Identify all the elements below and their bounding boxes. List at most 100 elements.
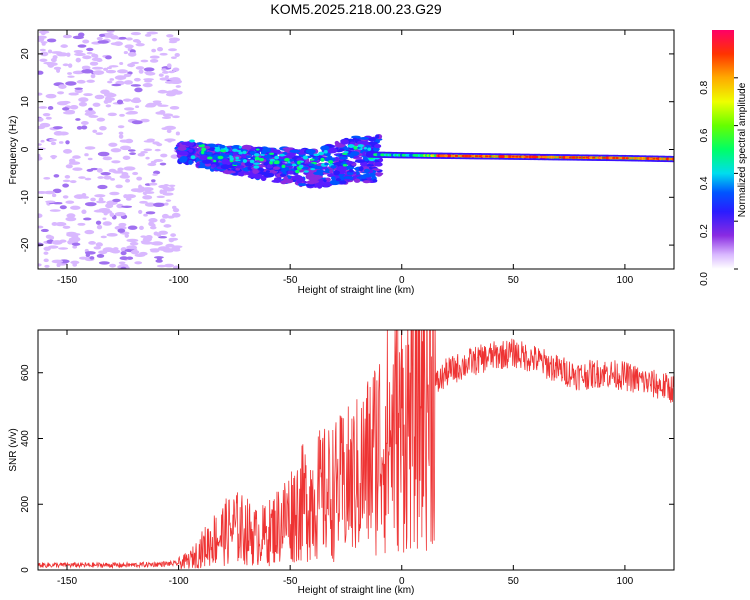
snr-y-tick-label: 600	[20, 364, 31, 381]
spectrogram-cell	[649, 157, 653, 160]
snr-x-tick-label: 50	[508, 576, 520, 587]
spectrogram-cell	[541, 156, 545, 159]
spectrogram-cell	[575, 156, 579, 159]
spectrogram-cell	[169, 81, 181, 85]
spectrogram-cell	[289, 149, 301, 153]
spectrogram-cell	[249, 159, 255, 164]
spectrogram-cell	[595, 156, 599, 159]
spectrogram-cell	[71, 242, 81, 246]
spectrogram-cell	[51, 155, 56, 160]
spectrogram-cell	[97, 176, 105, 179]
spectrogram-cell	[100, 235, 107, 239]
spectrogram-cell	[84, 146, 96, 150]
spectrogram-cell	[108, 65, 119, 68]
spectrogram-cell	[608, 156, 612, 159]
spectrogram-cell	[97, 184, 108, 190]
spectrogram-cell	[151, 241, 164, 246]
spectrogram-cell	[282, 147, 294, 151]
spectrogram-cell	[166, 90, 178, 95]
spectrogram-cell	[359, 136, 370, 140]
spectrogram-cell	[242, 150, 247, 155]
spectrogram-y-tick-label: -20	[20, 237, 31, 252]
spectrogram-cell	[66, 52, 71, 57]
spectrogram-cell	[112, 198, 121, 203]
spectrogram-cell	[265, 170, 271, 173]
spectrogram-cell	[86, 51, 93, 55]
spectrogram-cell	[361, 173, 372, 178]
spectrogram-cell	[140, 151, 148, 154]
spectrogram-cell	[468, 155, 472, 158]
spectrogram-cell	[146, 31, 159, 35]
spectrogram-cell	[163, 224, 172, 228]
spectrogram-cell	[475, 155, 479, 158]
spectrogram-cell	[109, 212, 115, 217]
spectrogram-cell	[156, 233, 162, 237]
colorbar-gradient	[712, 30, 734, 269]
spectrogram-cell	[223, 154, 230, 158]
spectrogram-cell	[236, 162, 242, 166]
spectrogram-cell	[136, 40, 142, 44]
spectrogram-cell	[525, 155, 529, 158]
spectrogram-cell	[43, 258, 49, 263]
spectrogram-cell	[62, 179, 71, 183]
spectrogram-cell	[40, 51, 49, 57]
spectrogram-cell	[87, 157, 93, 161]
spectrogram-cell	[65, 200, 75, 204]
spectrogram-cell	[628, 157, 632, 160]
spectrogram-cell	[168, 184, 176, 188]
spectrogram-cell	[155, 111, 166, 115]
spectrogram-cell	[316, 169, 322, 173]
spectrogram-cell	[235, 167, 241, 171]
spectrogram-cell	[68, 92, 79, 96]
spectrogram-cell	[65, 164, 73, 169]
spectrogram-cell	[39, 48, 46, 52]
spectrogram-y-tick-label: 10	[20, 96, 31, 108]
spectrogram-cell	[279, 153, 285, 157]
spectrogram-cell	[84, 177, 92, 181]
spectrogram-cell	[124, 44, 134, 49]
spectrogram-cell	[318, 151, 324, 156]
spectrogram-cell	[67, 72, 72, 75]
spectrogram-cell	[284, 157, 290, 162]
spectrogram-cell	[116, 99, 124, 105]
spectrogram-cell	[86, 47, 94, 52]
spectrogram-cell	[642, 157, 646, 160]
spectrogram-cell	[51, 193, 57, 198]
spectrogram-cell	[235, 156, 240, 160]
spectrogram-cell	[70, 205, 81, 210]
spectrogram-cell	[143, 67, 155, 72]
spectrogram-cell	[219, 153, 226, 156]
spectrogram-cell	[286, 152, 295, 158]
spectrogram-cell	[130, 32, 142, 36]
spectrogram-cell	[222, 158, 229, 163]
spectrogram-cell	[287, 170, 294, 175]
spectrogram-cell	[316, 184, 323, 189]
spectrogram-cell	[91, 53, 97, 58]
spectrogram-cell	[235, 159, 241, 162]
spectrogram-cell	[102, 221, 112, 226]
snr-panel: -150 -100 -50 0 50 100 0 200 400 600 Height of s…	[8, 329, 675, 596]
spectrogram-cell	[665, 157, 669, 160]
spectrogram-cell	[156, 195, 165, 199]
spectrogram-cell	[38, 35, 47, 39]
spectrogram-cell	[53, 174, 60, 178]
spectrogram-cell	[166, 63, 172, 69]
spectrogram-cell	[357, 144, 364, 148]
snr-frame	[37, 329, 675, 571]
spectrogram-cell	[333, 170, 340, 176]
spectrogram-cell	[62, 111, 75, 115]
spectrogram-cell	[313, 175, 324, 179]
spectrogram-cell	[201, 147, 207, 152]
spectrogram-cell	[62, 195, 69, 199]
spectrogram-x-tick-label: -100	[169, 275, 189, 286]
spectrogram-cell	[352, 152, 359, 156]
spectrogram-cell	[298, 164, 304, 169]
spectrogram-cell	[161, 213, 170, 219]
spectrogram-y-tick-label: 0	[20, 146, 31, 152]
spectrogram-cell	[125, 111, 135, 115]
spectrogram-cell	[129, 241, 139, 246]
spectrogram-cell	[47, 106, 54, 110]
spectrogram-cell	[96, 224, 103, 230]
spectrogram-cell	[269, 152, 275, 155]
spectrogram-cell	[38, 106, 48, 109]
